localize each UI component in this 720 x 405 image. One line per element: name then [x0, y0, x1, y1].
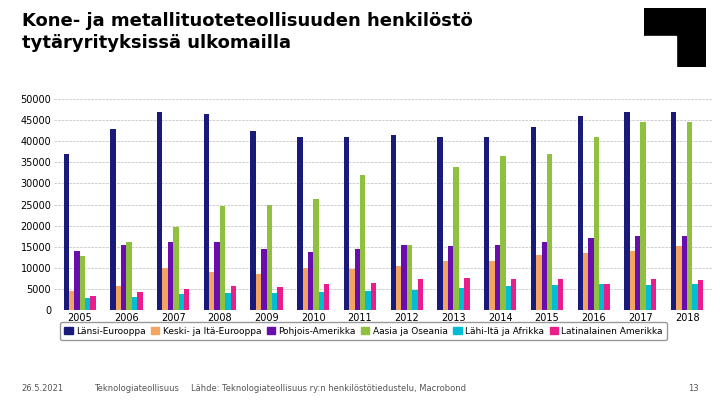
Bar: [184, 289, 189, 310]
Bar: [693, 284, 698, 310]
Bar: [505, 286, 511, 310]
Bar: [547, 154, 552, 310]
Bar: [583, 253, 588, 310]
Bar: [552, 286, 558, 310]
Text: Teknologiateollisuus: Teknologiateollisuus: [94, 384, 179, 393]
Bar: [168, 243, 173, 310]
Bar: [179, 294, 184, 310]
Bar: [277, 287, 283, 310]
Bar: [448, 246, 454, 310]
Bar: [599, 284, 604, 310]
Bar: [209, 272, 215, 310]
Bar: [324, 284, 330, 310]
Bar: [459, 288, 464, 310]
Bar: [63, 154, 69, 310]
Bar: [163, 268, 168, 310]
Bar: [536, 255, 541, 310]
Bar: [366, 291, 371, 310]
Bar: [220, 206, 225, 310]
Bar: [391, 135, 396, 310]
Bar: [594, 137, 599, 310]
Text: 26.5.2021: 26.5.2021: [22, 384, 64, 393]
Bar: [80, 256, 85, 310]
Bar: [577, 116, 583, 310]
Bar: [266, 205, 272, 310]
Bar: [302, 268, 308, 310]
Bar: [437, 137, 443, 310]
Bar: [204, 114, 209, 310]
Bar: [624, 112, 629, 310]
Bar: [682, 236, 687, 310]
Bar: [531, 127, 536, 310]
Bar: [396, 266, 401, 310]
Bar: [116, 286, 121, 310]
Legend: Länsi-Eurooppa, Keski- ja Itä-Eurooppa, Pohjois-Amerikka, Aasia ja Oseania, Lähi: Länsi-Eurooppa, Keski- ja Itä-Eurooppa, …: [60, 322, 667, 340]
Bar: [484, 137, 490, 310]
Bar: [230, 286, 236, 310]
Text: Kone- ja metallituoteteollisuuden henkilöstö
tytäryrityksissä ulkomailla: Kone- ja metallituoteteollisuuden henkil…: [22, 12, 472, 52]
Bar: [138, 292, 143, 310]
Bar: [225, 292, 230, 310]
Bar: [671, 112, 676, 310]
Bar: [69, 291, 74, 310]
Bar: [91, 296, 96, 310]
Bar: [646, 285, 651, 310]
Bar: [511, 279, 516, 310]
Bar: [588, 238, 594, 310]
Bar: [490, 260, 495, 310]
Bar: [74, 251, 80, 310]
Bar: [640, 122, 646, 310]
Bar: [256, 274, 261, 310]
Bar: [313, 199, 319, 310]
Bar: [121, 245, 127, 310]
Bar: [644, 36, 676, 67]
Bar: [371, 283, 376, 310]
Text: Lähde: Teknologiateollisuus ry:n henkilöstötiedustelu, Macrobond: Lähde: Teknologiateollisuus ry:n henkilö…: [191, 384, 466, 393]
Bar: [541, 243, 547, 310]
Bar: [297, 137, 302, 310]
Bar: [261, 249, 266, 310]
Bar: [319, 292, 324, 310]
Bar: [604, 284, 610, 310]
Bar: [687, 122, 693, 310]
Bar: [495, 245, 500, 310]
Bar: [132, 297, 138, 310]
Bar: [173, 227, 179, 310]
Bar: [698, 280, 703, 310]
Bar: [251, 131, 256, 310]
Bar: [635, 236, 640, 310]
Bar: [360, 175, 366, 310]
Bar: [443, 261, 448, 310]
Bar: [454, 166, 459, 310]
Bar: [558, 279, 563, 310]
Bar: [464, 278, 469, 310]
Bar: [344, 137, 349, 310]
Bar: [127, 242, 132, 310]
Bar: [85, 298, 91, 310]
Bar: [308, 252, 313, 310]
Bar: [418, 279, 423, 310]
Bar: [500, 156, 505, 310]
Bar: [215, 243, 220, 310]
Bar: [157, 112, 163, 310]
Bar: [407, 245, 412, 310]
Bar: [110, 129, 116, 310]
Bar: [412, 290, 418, 310]
Bar: [272, 292, 277, 310]
Bar: [349, 269, 355, 310]
Bar: [651, 279, 657, 310]
Bar: [401, 245, 407, 310]
Bar: [676, 246, 682, 310]
Text: 13: 13: [688, 384, 698, 393]
Bar: [355, 249, 360, 310]
Bar: [629, 251, 635, 310]
